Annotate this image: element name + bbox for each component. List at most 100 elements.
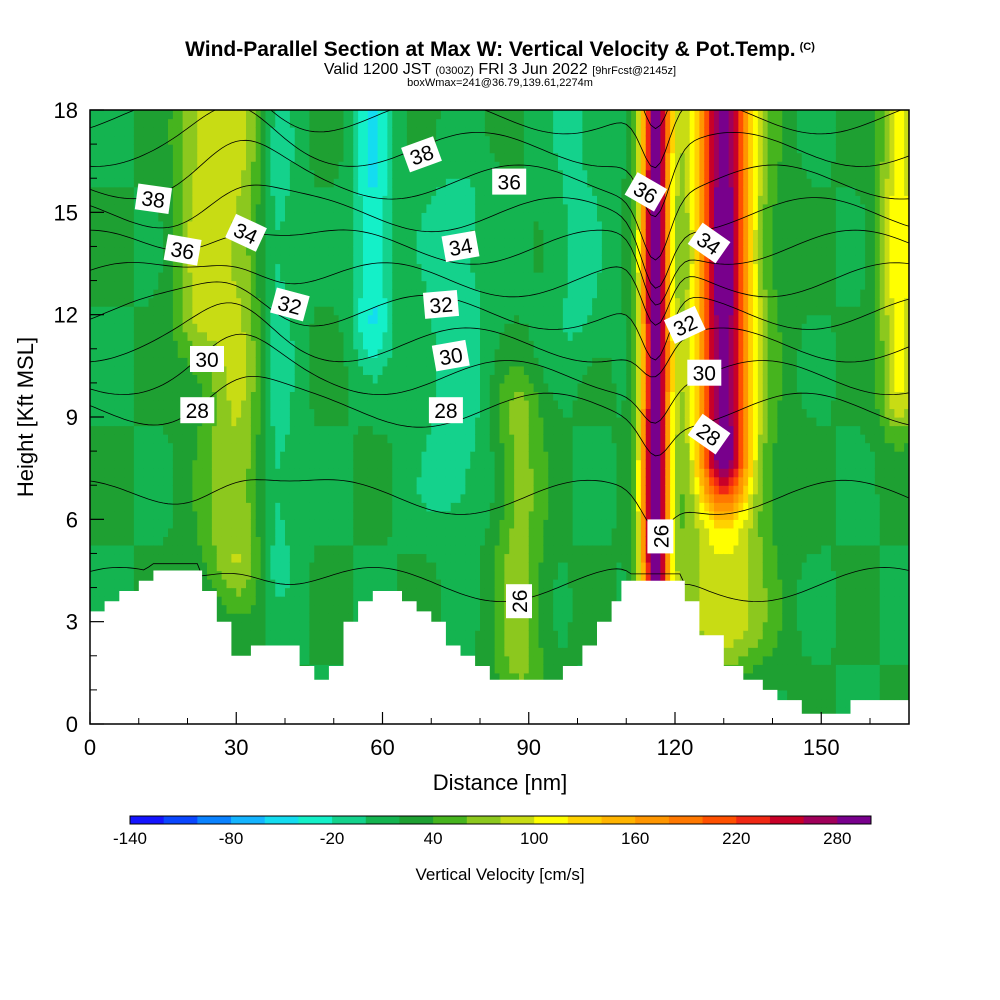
velocity-cell (348, 553, 353, 562)
velocity-cell (348, 460, 353, 469)
velocity-cell (285, 605, 290, 614)
velocity-cell (124, 144, 129, 153)
velocity-cell (149, 468, 154, 477)
velocity-cell (392, 161, 397, 170)
velocity-cell (197, 281, 202, 290)
velocity-cell (275, 170, 280, 179)
velocity-cell (105, 426, 110, 435)
velocity-cell (344, 511, 349, 520)
velocity-cell (202, 195, 207, 204)
velocity-cell (305, 110, 310, 119)
velocity-cell (192, 426, 197, 435)
velocity-cell (119, 562, 124, 571)
velocity-cell (261, 281, 266, 290)
velocity-cell (114, 477, 119, 486)
velocity-cell (124, 221, 129, 230)
velocity-cell (202, 315, 207, 324)
velocity-cell (202, 562, 207, 571)
velocity-cell (124, 178, 129, 187)
velocity-cell (144, 264, 149, 273)
velocity-cell (417, 460, 422, 469)
velocity-cell (319, 119, 324, 128)
velocity-cell (153, 502, 158, 511)
velocity-cell (251, 622, 256, 631)
velocity-cell (202, 289, 207, 298)
velocity-cell (110, 289, 115, 298)
velocity-cell (319, 588, 324, 597)
velocity-cell (144, 281, 149, 290)
velocity-cell (124, 519, 129, 528)
velocity-cell (348, 519, 353, 528)
velocity-cell (275, 630, 280, 639)
velocity-cell (407, 485, 412, 494)
velocity-cell (134, 110, 139, 119)
velocity-cell (236, 468, 241, 477)
velocity-cell (110, 528, 115, 537)
velocity-cell (348, 340, 353, 349)
velocity-cell (124, 136, 129, 145)
velocity-cell (110, 110, 115, 119)
velocity-cell (339, 511, 344, 520)
velocity-cell (280, 630, 285, 639)
velocity-cell (295, 349, 300, 358)
velocity-cell (275, 255, 280, 264)
velocity-cell (285, 622, 290, 631)
velocity-cell (217, 408, 222, 417)
velocity-cell (217, 119, 222, 128)
velocity-cell (158, 229, 163, 238)
velocity-cell (358, 400, 363, 409)
velocity-cell (373, 553, 378, 562)
velocity-cell (110, 340, 115, 349)
velocity-cell (275, 451, 280, 460)
velocity-cell (353, 144, 358, 153)
velocity-cell (197, 289, 202, 298)
velocity-cell (197, 153, 202, 162)
velocity-cell (261, 315, 266, 324)
velocity-cell (183, 272, 188, 281)
velocity-cell (383, 536, 388, 545)
velocity-cell (422, 170, 427, 179)
velocity-cell (144, 144, 149, 153)
velocity-cell (387, 408, 392, 417)
velocity-cell (280, 613, 285, 622)
velocity-cell (387, 161, 392, 170)
velocity-cell (266, 571, 271, 580)
velocity-cell (422, 460, 427, 469)
velocity-cell (188, 511, 193, 520)
velocity-cell (246, 545, 251, 554)
velocity-cell (363, 187, 368, 196)
velocity-cell (207, 426, 212, 435)
velocity-cell (270, 238, 275, 247)
velocity-cell (270, 408, 275, 417)
velocity-cell (280, 246, 285, 255)
velocity-cell (373, 298, 378, 307)
velocity-cell (314, 408, 319, 417)
velocity-cell (422, 553, 427, 562)
velocity-cell (261, 255, 266, 264)
velocity-cell (300, 187, 305, 196)
velocity-cell (309, 289, 314, 298)
velocity-cell (324, 332, 329, 341)
velocity-cell (207, 315, 212, 324)
velocity-cell (144, 306, 149, 315)
velocity-cell (290, 366, 295, 375)
velocity-cell (363, 332, 368, 341)
velocity-cell (251, 204, 256, 213)
velocity-cell (110, 323, 115, 332)
velocity-cell (295, 630, 300, 639)
velocity-cell (212, 536, 217, 545)
velocity-cell (353, 451, 358, 460)
velocity-cell (285, 417, 290, 426)
velocity-cell (197, 119, 202, 128)
velocity-cell (309, 485, 314, 494)
velocity-cell (387, 485, 392, 494)
velocity-cell (358, 212, 363, 221)
velocity-cell (114, 238, 119, 247)
velocity-cell (353, 605, 358, 614)
velocity-cell (417, 596, 422, 605)
velocity-cell (363, 443, 368, 452)
velocity-cell (324, 153, 329, 162)
velocity-cell (217, 289, 222, 298)
velocity-cell (417, 323, 422, 332)
velocity-cell (353, 596, 358, 605)
